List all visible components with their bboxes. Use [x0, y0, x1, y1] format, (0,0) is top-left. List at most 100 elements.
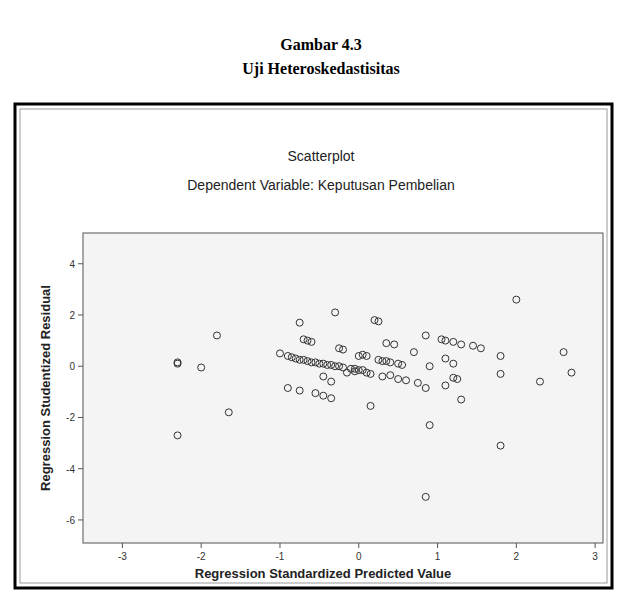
point [422, 493, 429, 500]
x-tick-label: 2 [514, 551, 520, 562]
point [414, 379, 421, 386]
point [336, 363, 343, 370]
point [477, 345, 484, 352]
point [395, 376, 402, 383]
chart-title: Scatterplot [288, 148, 355, 164]
point [300, 356, 307, 363]
point [497, 352, 504, 359]
point [276, 350, 283, 357]
y-tick [78, 417, 83, 418]
point [320, 392, 327, 399]
point [426, 422, 433, 429]
point [355, 352, 362, 359]
y-tick [78, 366, 83, 367]
point [387, 372, 394, 379]
point [312, 359, 319, 366]
y-tick-label: -4 [66, 464, 75, 475]
point [174, 359, 181, 366]
point [458, 396, 465, 403]
point [288, 354, 295, 361]
x-axis-title: Regression Standardized Predicted Value [195, 566, 451, 581]
x-tick-label: 1 [435, 551, 441, 562]
x-tick-label: 3 [592, 551, 598, 562]
point [442, 355, 449, 362]
point [395, 360, 402, 367]
y-axis-title: Regression Studentized Residual [38, 285, 53, 491]
point [304, 358, 311, 365]
point [399, 361, 406, 368]
point [454, 376, 461, 383]
point [367, 402, 374, 409]
x-tick [122, 543, 123, 548]
y-tick-label: 2 [69, 310, 75, 321]
x-tick [201, 543, 202, 548]
y-tick-label: -6 [66, 515, 75, 526]
point [383, 340, 390, 347]
point [213, 332, 220, 339]
x-tick-label: -3 [118, 551, 127, 562]
y-tick-label: 4 [69, 259, 75, 270]
point [304, 337, 311, 344]
point [292, 355, 299, 362]
x-tick [595, 543, 596, 548]
point [375, 356, 382, 363]
y-tick-label: 0 [69, 361, 75, 372]
x-tick-label: -1 [276, 551, 285, 562]
point [312, 390, 319, 397]
point [340, 346, 347, 353]
point [371, 317, 378, 324]
point [343, 369, 350, 376]
point [410, 349, 417, 356]
point [497, 370, 504, 377]
point [320, 360, 327, 367]
point [391, 341, 398, 348]
point [320, 373, 327, 380]
point [284, 352, 291, 359]
point [422, 332, 429, 339]
points [174, 296, 575, 500]
point [225, 409, 232, 416]
y-tick-label: -2 [66, 412, 75, 423]
point [450, 360, 457, 367]
point [375, 318, 382, 325]
y-tick [78, 468, 83, 469]
point [296, 319, 303, 326]
point [379, 373, 386, 380]
point [296, 387, 303, 394]
chart-inner-frame [20, 109, 607, 583]
point [568, 369, 575, 376]
point [359, 351, 366, 358]
point [387, 359, 394, 366]
point [422, 385, 429, 392]
point [300, 336, 307, 343]
point [442, 382, 449, 389]
point [513, 296, 520, 303]
point [367, 370, 374, 377]
page: {"caption": {"label": "Gambar 4.3", "tit… [0, 0, 641, 594]
point [442, 337, 449, 344]
x-tick [279, 543, 280, 548]
point [328, 361, 335, 368]
point [379, 358, 386, 365]
point [284, 385, 291, 392]
x-tick [358, 543, 359, 548]
point [536, 378, 543, 385]
point [174, 432, 181, 439]
x-tick-label: -2 [197, 551, 206, 562]
point [470, 342, 477, 349]
y-tick [78, 519, 83, 520]
point [497, 442, 504, 449]
x-tick [437, 543, 438, 548]
point [403, 377, 410, 384]
point [458, 341, 465, 348]
point [351, 368, 358, 375]
y-tick [78, 314, 83, 315]
point [560, 349, 567, 356]
point [198, 364, 205, 371]
chart-subtitle: Dependent Variable: Keputusan Pembelian [187, 177, 454, 193]
plot-area [83, 233, 603, 543]
x-tick [516, 543, 517, 548]
figure: Gambar 4.3Uji HeteroskedastisitasScatter… [0, 0, 641, 594]
point [359, 367, 366, 374]
point [332, 309, 339, 316]
